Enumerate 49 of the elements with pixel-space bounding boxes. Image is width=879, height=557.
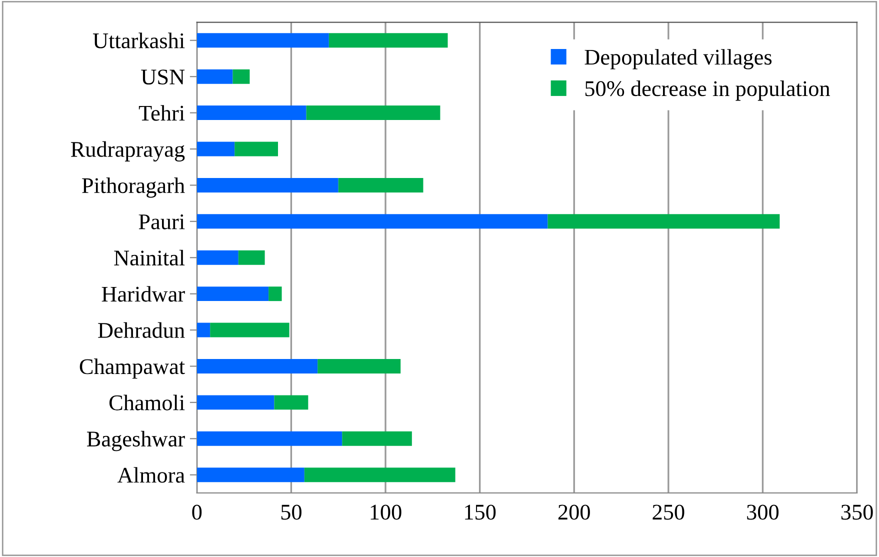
bar xyxy=(306,106,440,120)
bar xyxy=(238,250,265,265)
bar xyxy=(338,178,424,192)
x-tick-label: 150 xyxy=(465,504,496,520)
bar xyxy=(342,431,412,446)
bar xyxy=(196,69,233,84)
bar xyxy=(196,142,235,156)
y-tick-label: Chamoli xyxy=(109,394,185,410)
x-tick-label: 0 xyxy=(192,504,202,520)
bar xyxy=(196,468,304,482)
bar xyxy=(232,69,250,84)
x-tick-label: 50 xyxy=(281,504,302,520)
bar xyxy=(196,286,269,302)
x-tick-label: 100 xyxy=(370,504,402,520)
y-tick-label: Bageshwar xyxy=(86,430,185,452)
y-tick-label: Tehri xyxy=(138,105,185,121)
bar xyxy=(196,178,338,192)
y-tick-label: Pauri xyxy=(138,214,185,230)
y-tick-label: Dehradun xyxy=(98,322,185,338)
bar xyxy=(210,322,290,338)
y-tick-label: Pithoragarh xyxy=(82,177,185,198)
bar xyxy=(548,214,780,229)
y-tick-label: USN xyxy=(141,70,185,85)
x-tick-label: 250 xyxy=(652,504,684,520)
bar xyxy=(268,286,282,302)
bar xyxy=(196,33,329,48)
y-tick-label: Haridwar xyxy=(102,286,185,302)
y-tick-label: Uttarkashi xyxy=(92,32,185,48)
bar xyxy=(304,468,456,482)
y-tick-label: Nainital xyxy=(114,250,185,266)
bar xyxy=(234,142,278,156)
legend-label: Depopulated villages xyxy=(584,49,772,70)
bar xyxy=(328,33,448,48)
bar xyxy=(196,106,306,120)
legend-label: 50% decrease in population xyxy=(585,80,830,101)
bar xyxy=(196,214,548,229)
y-tick-label: Champawat xyxy=(80,358,185,379)
x-tick-label: 350 xyxy=(841,504,873,520)
bar xyxy=(196,250,238,265)
bar xyxy=(318,358,401,374)
bar xyxy=(196,395,274,410)
x-tick-label: 300 xyxy=(747,504,779,520)
bar xyxy=(196,431,342,446)
bar xyxy=(274,395,308,410)
y-tick-label: Almora xyxy=(117,467,185,483)
bar xyxy=(196,358,318,374)
bar xyxy=(196,322,210,338)
x-tick-label: 200 xyxy=(558,504,590,520)
y-tick-label: Rudraprayag xyxy=(70,141,185,162)
